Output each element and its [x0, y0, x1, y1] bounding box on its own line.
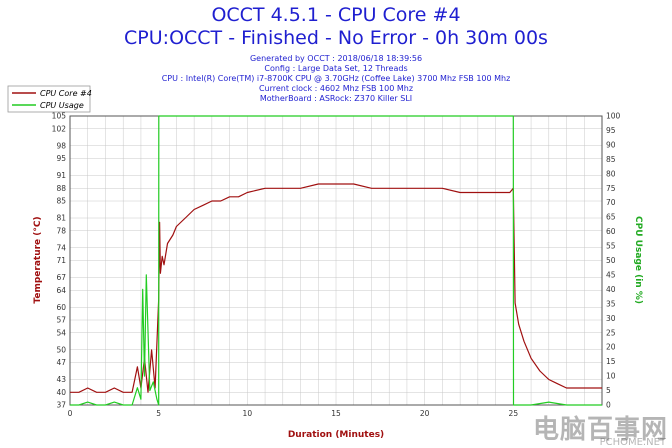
right-tick-label: 15	[606, 357, 616, 366]
left-tick-label: 57	[56, 316, 66, 325]
left-tick-label: 50	[56, 345, 66, 354]
left-tick-label: 98	[56, 141, 66, 150]
legend-box	[7, 85, 91, 113]
left-tick-label: 60	[56, 303, 66, 312]
right-tick-label: 100	[606, 112, 621, 121]
left-tick-label: 71	[56, 256, 66, 265]
info-clock: Current clock : 4602 Mhz FSB 100 Mhz	[258, 84, 414, 93]
left-tick-label: 47	[56, 358, 66, 367]
series-lines	[70, 115, 602, 406]
x-tick-label: 25	[509, 409, 519, 418]
right-tick-label: 10	[606, 372, 616, 381]
left-tick-label: 91	[56, 171, 66, 180]
right-tick-label: 45	[606, 270, 616, 279]
right-tick-label: 65	[606, 213, 616, 222]
x-tick-label: 5	[156, 409, 161, 418]
left-tick-label: 102	[52, 124, 67, 133]
legend-label-temp: CPU Core #4	[40, 89, 92, 98]
left-tick-label: 85	[56, 197, 66, 206]
series-line-usage	[70, 115, 602, 406]
chart-subtitle: CPU:OCCT - Finished - No Error - 0h 30m …	[124, 27, 548, 49]
right-axis-ticks: 0 5 10 15 20 25 30 35 40 45 50 55 60 65 70 75 80 85 90 95 10…	[606, 112, 621, 410]
right-axis-title: CPU Usage (in %)	[633, 216, 643, 304]
right-tick-label: 60	[606, 227, 616, 236]
left-tick-label: 64	[56, 286, 66, 295]
watermark-logo: 电脑百事网	[532, 415, 668, 445]
left-tick-label: 81	[56, 214, 66, 223]
left-tick-label: 88	[56, 184, 66, 193]
x-tick-label: 10	[243, 409, 253, 418]
right-tick-label: 90	[606, 140, 616, 149]
right-tick-label: 50	[606, 256, 616, 265]
left-tick-label: 54	[56, 328, 66, 337]
left-tick-label: 43	[56, 375, 66, 384]
legend: CPU Core #4 CPU Usage	[7, 85, 92, 113]
x-tick-label: 15	[331, 409, 341, 418]
legend-label-usage: CPU Usage	[40, 101, 84, 110]
series-line-temp	[70, 183, 602, 393]
left-tick-label: 105	[52, 112, 67, 121]
left-tick-label: 67	[56, 273, 66, 282]
left-axis-title: Temperature (°C)	[33, 216, 43, 303]
right-tick-label: 30	[606, 314, 616, 323]
chart-grid	[69, 115, 603, 406]
x-axis-title: Duration (Minutes)	[288, 430, 384, 440]
right-tick-label: 55	[606, 242, 616, 251]
info-cpu: CPU : Intel(R) Core(TM) i7-8700K CPU @ 3…	[161, 74, 511, 83]
right-tick-label: 20	[606, 343, 616, 352]
left-tick-label: 40	[56, 388, 66, 397]
right-tick-label: 35	[606, 299, 616, 308]
right-tick-label: 95	[606, 126, 616, 135]
chart-title: OCCT 4.5.1 - CPU Core #4	[211, 4, 461, 26]
right-tick-label: 80	[606, 169, 616, 178]
left-tick-label: 95	[56, 154, 66, 163]
watermark-sub: PCHOME.NET	[599, 437, 666, 448]
right-tick-label: 75	[606, 184, 616, 193]
right-tick-label: 5	[606, 386, 611, 395]
x-axis-ticks: 0 5 10 15 20 25	[68, 409, 519, 418]
left-tick-label: 74	[56, 243, 66, 252]
right-tick-label: 40	[606, 285, 616, 294]
right-tick-label: 25	[606, 328, 616, 337]
left-tick-label: 37	[56, 401, 66, 410]
x-tick-label: 20	[420, 409, 430, 418]
right-tick-label: 0	[606, 401, 611, 410]
info-motherboard: MotherBoard : ASRock: Z370 Killer SLI	[259, 94, 413, 103]
left-tick-label: 78	[56, 226, 66, 235]
left-axis-ticks: 37 40 43 47 50 54 57 60 64 67 71 74 78 81 85 88 91 95 98 10…	[52, 112, 67, 410]
info-generated: Generated by OCCT : 2018/06/18 18:39:56	[249, 54, 423, 63]
x-tick-label: 0	[68, 409, 73, 418]
info-config: Config : Large Data Set, 12 Threads	[264, 64, 408, 73]
right-tick-label: 70	[606, 198, 616, 207]
right-tick-label: 85	[606, 155, 616, 164]
